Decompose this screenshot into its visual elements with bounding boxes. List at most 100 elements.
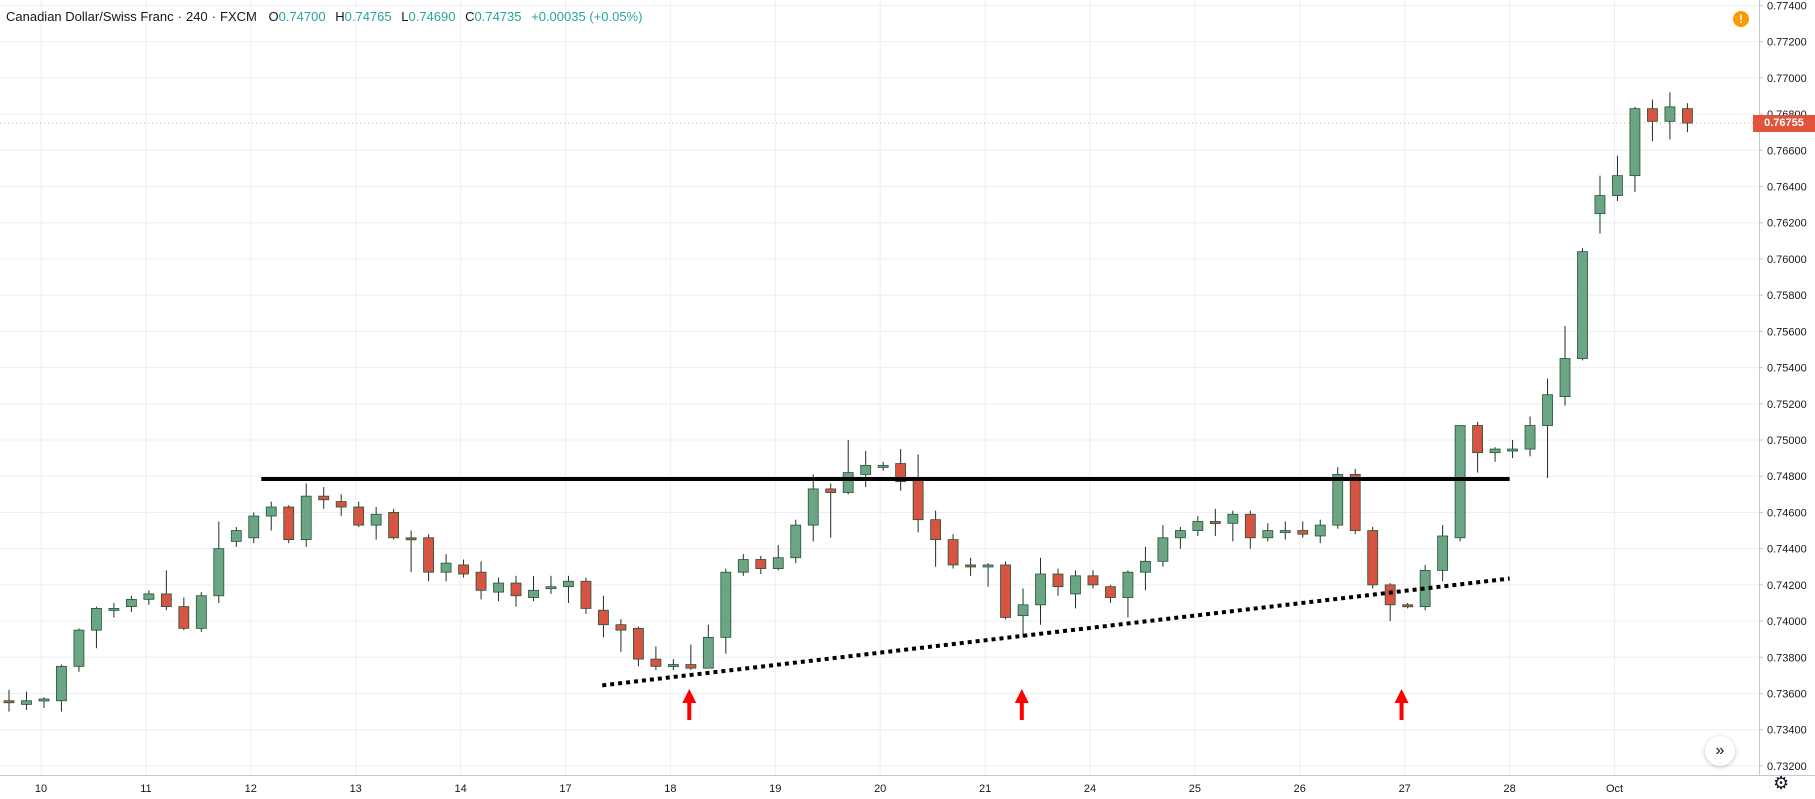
candle-body	[650, 658, 662, 667]
candle	[1035, 557, 1046, 625]
candle	[1209, 508, 1221, 536]
candle	[1314, 519, 1326, 544]
candle-body	[178, 606, 190, 629]
candle-body	[1349, 474, 1361, 531]
candle	[248, 512, 260, 544]
candle-body	[353, 506, 365, 526]
candle	[1000, 561, 1011, 620]
candle-body	[3, 700, 15, 704]
candle	[1664, 92, 1676, 140]
candle	[755, 555, 767, 575]
candle-body	[1279, 530, 1291, 533]
time-tick-label: 13	[350, 783, 362, 795]
candle	[895, 449, 907, 491]
candle-body	[73, 629, 85, 667]
candle	[1070, 570, 1081, 609]
candle	[440, 554, 452, 582]
candle-body	[1157, 537, 1169, 562]
time-tick-label: 27	[1399, 783, 1411, 795]
time-tick-label: 10	[35, 783, 47, 795]
candle	[912, 454, 924, 533]
price-tick-label: 0.76200	[1767, 218, 1807, 230]
candle	[1017, 588, 1029, 638]
candle-body	[1035, 573, 1046, 606]
candle-body	[1192, 521, 1204, 531]
candle	[1087, 570, 1099, 589]
candle	[1454, 425, 1466, 542]
candle-body	[160, 593, 172, 608]
candle-body	[1314, 524, 1326, 537]
candle	[1174, 526, 1186, 549]
close-value: 0.74735	[474, 9, 522, 24]
price-tick-label: 0.75400	[1767, 363, 1807, 375]
time-tick-label: 20	[874, 783, 886, 795]
candle	[1594, 175, 1606, 234]
candle-body	[842, 472, 854, 493]
candle-body	[807, 488, 819, 526]
close-label: C	[465, 9, 475, 24]
candle-body	[423, 537, 435, 573]
candle-body	[510, 582, 522, 597]
candle-body	[1489, 448, 1501, 454]
candle-body	[1682, 108, 1693, 124]
candle	[510, 575, 522, 607]
candle	[353, 501, 365, 527]
candle-body	[528, 589, 539, 598]
candle-body	[143, 593, 155, 600]
candle	[667, 659, 679, 670]
candle	[1489, 447, 1501, 462]
candle	[213, 521, 225, 603]
candle-body	[598, 609, 609, 626]
candle	[702, 624, 714, 669]
candle-body	[1297, 530, 1309, 535]
candle-body	[667, 664, 679, 667]
candle	[230, 526, 242, 547]
candle	[56, 664, 67, 712]
time-tick-label: 19	[769, 783, 781, 795]
candle	[860, 450, 872, 488]
candle-body	[1000, 564, 1011, 618]
warning-icon[interactable]: !	[1733, 11, 1749, 27]
candle-body	[772, 557, 784, 569]
candle-body	[1664, 106, 1676, 122]
candle-body	[1244, 513, 1256, 539]
candle-body	[56, 665, 67, 702]
candle-body	[633, 627, 644, 660]
arrow-head	[1014, 689, 1029, 703]
time-tick-label: 25	[1189, 783, 1201, 795]
scroll-to-realtime-button[interactable]: »	[1705, 736, 1735, 766]
candle	[1227, 510, 1239, 542]
candle	[545, 575, 557, 594]
interval: 240	[185, 9, 208, 24]
candle-body	[1262, 530, 1274, 539]
candle-body	[1629, 108, 1641, 177]
price-tick-label: 0.73600	[1767, 689, 1807, 701]
candle-body	[1174, 530, 1186, 539]
candle	[143, 590, 155, 605]
settings-gear-icon[interactable]: ⚙	[1773, 773, 1790, 793]
up-arrow-marker	[1014, 689, 1029, 720]
candle-body	[1454, 425, 1466, 539]
candle-body	[1367, 530, 1379, 586]
up-arrow-marker	[682, 689, 697, 720]
high-value: 0.74765	[344, 9, 392, 24]
candle	[405, 530, 417, 573]
candle-body	[1052, 573, 1064, 588]
candle-body	[1332, 474, 1344, 526]
candle-body	[545, 586, 557, 590]
candle-body	[230, 530, 242, 542]
arrow-head	[682, 689, 697, 703]
candle-body	[1612, 175, 1623, 196]
candle	[1262, 523, 1274, 542]
candle	[1472, 421, 1483, 473]
candle	[178, 597, 190, 631]
candle-body	[1524, 425, 1536, 450]
candle	[1577, 248, 1588, 361]
candle	[73, 628, 85, 672]
candle	[842, 440, 854, 495]
candle	[877, 461, 889, 471]
time-axis-labels: 10 11 12 13 14 17 18 19 20 21 24 25 26 27 28 Oct	[35, 783, 1623, 795]
candle	[1507, 440, 1518, 459]
candles	[3, 92, 1693, 712]
